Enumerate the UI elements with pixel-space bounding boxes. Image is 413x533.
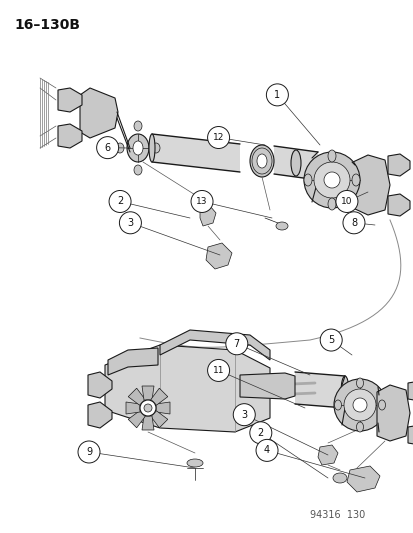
Circle shape bbox=[109, 190, 131, 213]
Circle shape bbox=[144, 404, 152, 412]
Circle shape bbox=[313, 162, 349, 198]
Ellipse shape bbox=[290, 150, 300, 176]
Text: 2: 2 bbox=[257, 428, 263, 438]
Circle shape bbox=[335, 190, 357, 213]
Text: 3: 3 bbox=[241, 410, 247, 419]
Text: 13: 13 bbox=[196, 197, 207, 206]
Polygon shape bbox=[156, 402, 170, 414]
Text: 94316  130: 94316 130 bbox=[309, 510, 364, 520]
Polygon shape bbox=[88, 402, 112, 428]
Polygon shape bbox=[346, 466, 379, 492]
Ellipse shape bbox=[356, 378, 363, 388]
Ellipse shape bbox=[133, 141, 142, 155]
Ellipse shape bbox=[149, 134, 154, 162]
Text: 8: 8 bbox=[350, 218, 356, 228]
Circle shape bbox=[342, 212, 364, 234]
Ellipse shape bbox=[187, 459, 202, 467]
Polygon shape bbox=[206, 243, 231, 269]
Polygon shape bbox=[317, 445, 337, 465]
Ellipse shape bbox=[340, 376, 348, 408]
Polygon shape bbox=[150, 411, 167, 428]
Polygon shape bbox=[108, 348, 158, 375]
Polygon shape bbox=[407, 381, 413, 401]
Ellipse shape bbox=[127, 134, 149, 162]
Text: 4: 4 bbox=[263, 446, 269, 455]
Ellipse shape bbox=[116, 143, 124, 153]
Polygon shape bbox=[199, 206, 216, 226]
Circle shape bbox=[303, 152, 359, 208]
Ellipse shape bbox=[334, 400, 341, 410]
Ellipse shape bbox=[303, 174, 311, 186]
Ellipse shape bbox=[377, 400, 385, 410]
Ellipse shape bbox=[256, 154, 266, 168]
Polygon shape bbox=[142, 416, 154, 430]
Text: 5: 5 bbox=[327, 335, 334, 345]
Circle shape bbox=[343, 389, 375, 421]
Circle shape bbox=[119, 212, 141, 234]
Circle shape bbox=[352, 398, 366, 412]
Circle shape bbox=[249, 422, 271, 444]
Polygon shape bbox=[240, 373, 294, 399]
Text: 9: 9 bbox=[86, 447, 92, 457]
Circle shape bbox=[207, 359, 229, 382]
Text: 6: 6 bbox=[104, 143, 110, 152]
Ellipse shape bbox=[332, 473, 346, 483]
Polygon shape bbox=[126, 402, 140, 414]
Circle shape bbox=[140, 400, 156, 416]
Polygon shape bbox=[88, 372, 112, 398]
Polygon shape bbox=[128, 388, 145, 405]
Polygon shape bbox=[294, 372, 344, 408]
Circle shape bbox=[190, 190, 213, 213]
Polygon shape bbox=[273, 146, 317, 180]
Polygon shape bbox=[150, 388, 167, 405]
Polygon shape bbox=[152, 134, 240, 172]
Polygon shape bbox=[376, 385, 409, 441]
Text: 2: 2 bbox=[116, 197, 123, 206]
Ellipse shape bbox=[351, 174, 359, 186]
Ellipse shape bbox=[275, 222, 287, 230]
Ellipse shape bbox=[134, 165, 142, 175]
Polygon shape bbox=[142, 386, 154, 400]
Circle shape bbox=[319, 329, 342, 351]
Polygon shape bbox=[58, 124, 82, 148]
Ellipse shape bbox=[249, 145, 273, 177]
Text: 1: 1 bbox=[274, 90, 280, 100]
Text: 11: 11 bbox=[212, 366, 224, 375]
Ellipse shape bbox=[327, 150, 335, 162]
Polygon shape bbox=[352, 155, 389, 215]
Circle shape bbox=[233, 403, 255, 426]
Circle shape bbox=[333, 379, 385, 431]
Polygon shape bbox=[58, 88, 82, 112]
Circle shape bbox=[207, 126, 229, 149]
Polygon shape bbox=[128, 411, 145, 428]
Text: 3: 3 bbox=[127, 218, 133, 228]
Circle shape bbox=[96, 136, 119, 159]
Polygon shape bbox=[159, 330, 269, 360]
Polygon shape bbox=[387, 154, 409, 176]
Polygon shape bbox=[105, 345, 269, 432]
Ellipse shape bbox=[356, 422, 363, 432]
Circle shape bbox=[78, 441, 100, 463]
Circle shape bbox=[266, 84, 288, 106]
Text: 12: 12 bbox=[212, 133, 224, 142]
Text: 10: 10 bbox=[340, 197, 352, 206]
Ellipse shape bbox=[327, 198, 335, 210]
Polygon shape bbox=[387, 194, 409, 216]
Polygon shape bbox=[80, 88, 118, 138]
Circle shape bbox=[255, 439, 278, 462]
Circle shape bbox=[323, 172, 339, 188]
Text: 7: 7 bbox=[233, 339, 240, 349]
Ellipse shape bbox=[152, 143, 159, 153]
Ellipse shape bbox=[134, 121, 142, 131]
Text: 16–130B: 16–130B bbox=[14, 18, 80, 32]
Circle shape bbox=[225, 333, 247, 355]
Polygon shape bbox=[407, 425, 413, 445]
